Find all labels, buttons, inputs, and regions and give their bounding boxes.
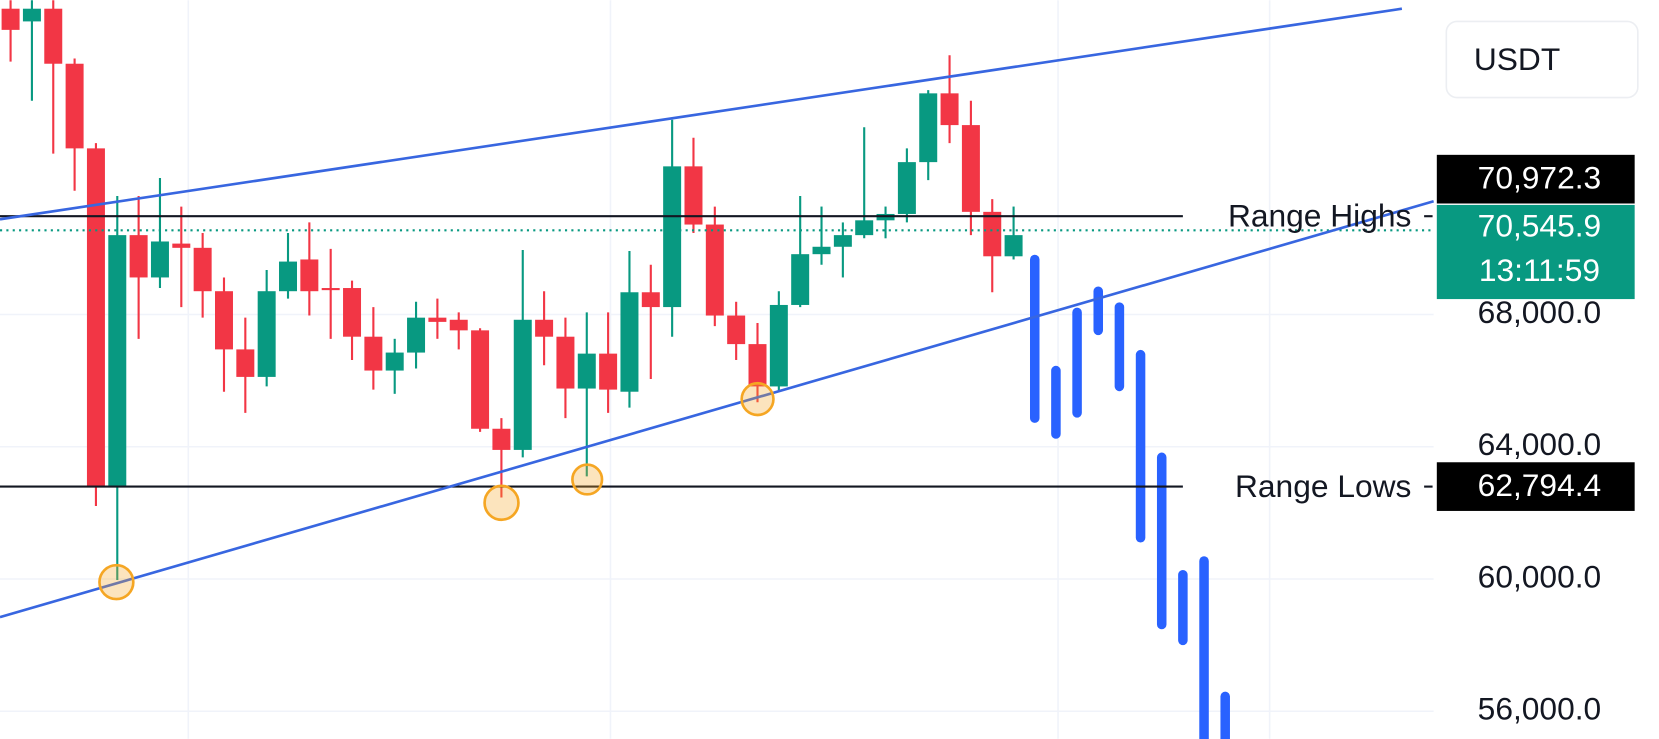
countdown: 13:11:59 [1479,252,1600,288]
candle-body [193,247,212,292]
candle-body [599,353,618,390]
candle-body [940,93,959,126]
level-price-label: 70,972.3 [1478,160,1602,196]
currency-box[interactable] [1445,20,1639,99]
labels: 56,000.0 60,000.0 64,000.0 68,000.0 70,545.9… [1228,154,1635,727]
candle-body [364,336,383,371]
candle-body [279,261,298,292]
candle-body [86,148,105,487]
y-tick-label: 64,000.0 [1478,426,1602,462]
current-price-box [1436,204,1635,300]
candle-body [684,166,703,225]
candle-body [919,93,938,163]
candle-body [727,315,746,345]
candle-body [150,241,169,278]
candle-body [236,349,255,377]
candle-body [620,292,639,392]
marks [0,0,1434,739]
level-price-box [1436,462,1635,511]
level-name: Range Lows [1235,468,1411,504]
candle-body [428,317,447,322]
candle-body [449,319,468,331]
candle-body [705,224,724,316]
candle-body [791,254,810,305]
candle-body [407,317,426,353]
candle-body [492,428,511,450]
candle-body [577,353,596,389]
candle-body [22,8,41,22]
low-markers [98,381,775,601]
candle-body [855,220,874,236]
candle-body [961,125,980,212]
level-price-box [1436,154,1635,204]
low-marker [571,463,604,496]
candle-body [833,235,852,247]
y-tick-label: 60,000.0 [1478,558,1602,594]
candle-body [44,8,63,64]
candle-body [65,63,84,149]
candle-body [535,319,554,337]
low-marker [483,484,520,522]
candle-body [1004,235,1023,257]
level-name: Range Highs [1228,198,1411,234]
grid [0,313,1434,713]
y-tick-label: 68,000.0 [1478,294,1602,330]
candle-body [897,162,916,214]
current-price-label: 70,545.9 [1478,208,1602,244]
candle-body [321,288,340,291]
candle-body [769,304,788,387]
upper-trendline [0,7,1403,221]
lower-trendline [0,200,1435,619]
candle-body [983,211,1002,257]
candle-body [343,288,362,337]
candle-body [214,291,233,350]
candle-body [641,292,660,308]
low-marker [740,381,775,417]
candle-body [556,336,575,389]
candle-body [663,166,682,308]
candle-body [471,330,490,429]
candle-body [748,344,767,387]
candle-body [129,235,148,278]
candle-body [513,319,532,450]
candle-body [172,243,191,248]
candle-body [300,259,319,292]
candle-body [812,246,831,255]
y-tick-label: 56,000.0 [1478,691,1602,727]
candle-body [385,352,404,371]
low-marker [98,563,135,601]
currency[interactable]: USDT [1474,41,1560,77]
candle-body [1,8,20,30]
candle-body [257,291,276,377]
candle-body [108,235,127,487]
level-price-label: 62,794.4 [1478,467,1602,503]
